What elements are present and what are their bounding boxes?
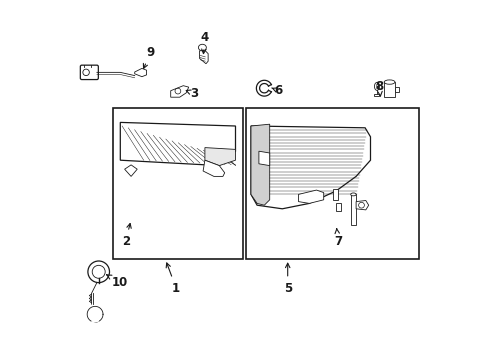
Polygon shape — [298, 190, 323, 203]
Circle shape — [88, 261, 109, 283]
Bar — [113, 108, 242, 259]
Bar — [336, 203, 340, 211]
Polygon shape — [250, 126, 370, 209]
Text: 3: 3 — [186, 87, 198, 100]
Bar — [246, 108, 418, 259]
Ellipse shape — [374, 82, 379, 90]
Text: 1: 1 — [166, 263, 180, 294]
Text: 10: 10 — [106, 275, 128, 289]
Polygon shape — [120, 122, 235, 166]
Bar — [332, 189, 337, 200]
Text: 5: 5 — [283, 263, 291, 294]
Text: 7: 7 — [333, 229, 342, 248]
Text: 6: 6 — [271, 84, 282, 97]
Text: 4: 4 — [201, 31, 208, 54]
Polygon shape — [355, 201, 368, 210]
Polygon shape — [134, 68, 146, 77]
Polygon shape — [204, 148, 235, 166]
Polygon shape — [258, 151, 269, 166]
Polygon shape — [124, 165, 137, 176]
Ellipse shape — [350, 193, 355, 196]
Ellipse shape — [384, 80, 394, 84]
Bar — [374, 94, 379, 96]
Polygon shape — [199, 51, 208, 64]
Bar — [384, 82, 394, 97]
Text: 9: 9 — [143, 46, 155, 68]
Polygon shape — [170, 86, 188, 97]
Bar — [350, 194, 355, 225]
Text: 8: 8 — [375, 80, 383, 96]
Bar — [394, 87, 399, 92]
Polygon shape — [203, 160, 224, 176]
Polygon shape — [250, 124, 269, 205]
Text: 2: 2 — [122, 224, 131, 248]
